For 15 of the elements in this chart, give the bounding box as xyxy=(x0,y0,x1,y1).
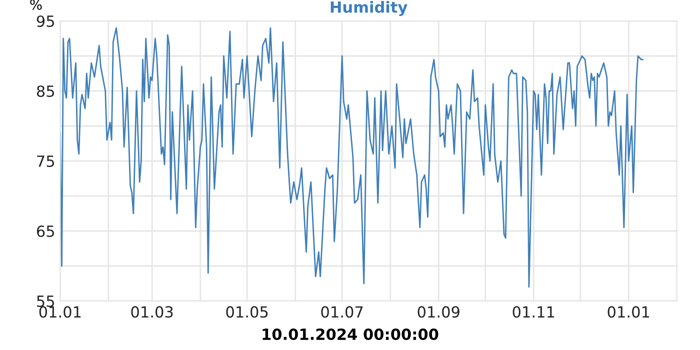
y-tick-label: 95 xyxy=(36,15,54,28)
x-tick-label: 01.05 xyxy=(226,306,268,318)
chart-title: Humidity xyxy=(330,1,408,16)
y-tick-label: 85 xyxy=(36,85,54,98)
line-series xyxy=(60,27,644,288)
x-tick-label: 01.01 xyxy=(608,306,650,318)
text: 10.01.2024 00:00:00 xyxy=(262,328,438,340)
x-tick-label: 01.03 xyxy=(131,306,173,318)
x-tick-label: 01.07 xyxy=(321,306,363,318)
x-tick-label: 01.09 xyxy=(418,306,460,318)
x-tick-label: 01.01 xyxy=(39,306,81,318)
y-tick-label: 65 xyxy=(36,225,54,238)
y-tick-label: 75 xyxy=(37,156,54,168)
x-tick-label: 01.11 xyxy=(512,306,554,318)
y-tick-label: 55 xyxy=(37,296,54,308)
